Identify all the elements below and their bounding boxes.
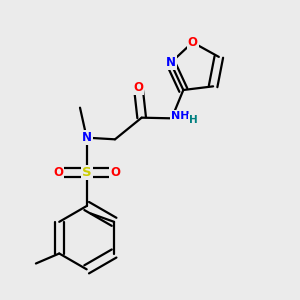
Text: O: O: [53, 166, 63, 179]
Text: N: N: [82, 131, 92, 144]
Text: N: N: [166, 56, 176, 69]
Text: H: H: [189, 115, 198, 125]
Text: S: S: [82, 166, 92, 179]
Text: O: O: [188, 36, 198, 49]
Text: O: O: [110, 166, 120, 179]
Text: NH: NH: [171, 111, 189, 121]
Text: O: O: [133, 81, 143, 94]
